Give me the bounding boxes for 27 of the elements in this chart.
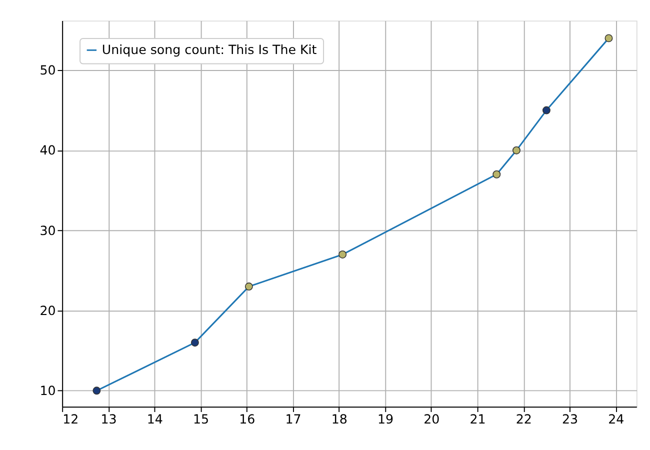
x-tick-label: 17 — [285, 412, 302, 427]
point — [338, 250, 347, 258]
legend-label: Unique song count: This Is The Kit — [102, 42, 317, 58]
x-tick-label: 18 — [331, 412, 348, 427]
y-tick-label: 20 — [40, 302, 56, 318]
y-tick-label: 30 — [40, 222, 56, 238]
point — [190, 338, 199, 347]
x-tick-label: 12 — [62, 412, 79, 427]
point — [542, 106, 550, 114]
x-tick-label: 16 — [239, 412, 256, 427]
y-tick-label: 10 — [40, 383, 56, 398]
point — [604, 34, 613, 42]
x-tick-label: 24 — [608, 412, 624, 427]
x-tick-label: 20 — [424, 412, 440, 427]
point — [492, 170, 501, 178]
x-tick-label: 19 — [377, 412, 394, 427]
x-tick-label: 22 — [516, 412, 532, 427]
point — [512, 146, 520, 154]
y-tick-label: 50 — [40, 62, 56, 78]
x-tick-label: 21 — [470, 412, 486, 427]
x-tick-label: 15 — [192, 412, 209, 427]
x-tick-label: 23 — [562, 412, 578, 427]
x-tick-label: 13 — [100, 412, 117, 427]
point — [244, 282, 253, 291]
y-tick-label: 40 — [40, 142, 56, 158]
x-tick-label: 14 — [146, 412, 163, 427]
point — [92, 386, 101, 395]
